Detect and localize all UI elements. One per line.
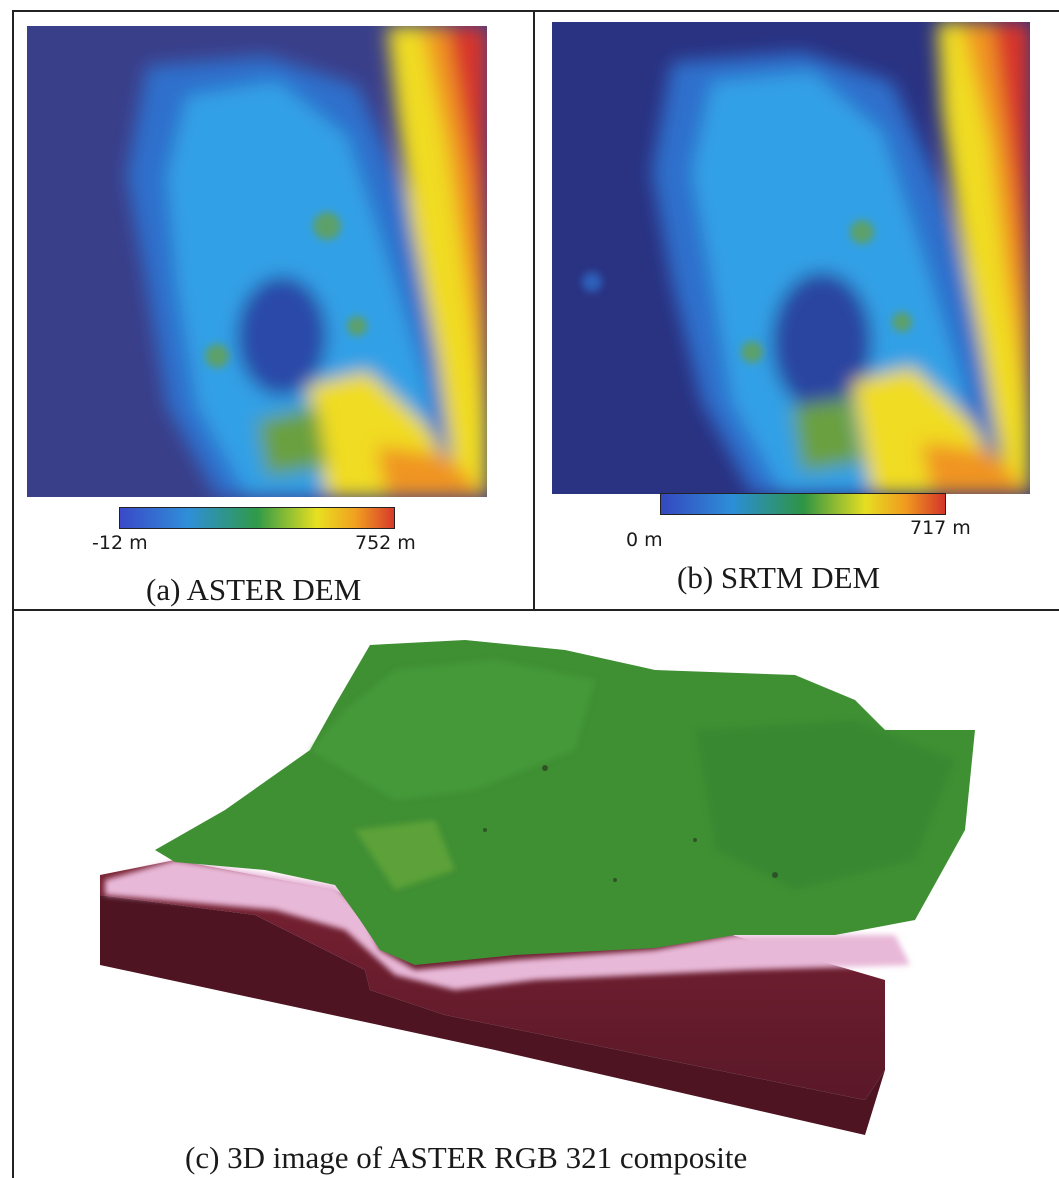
aster-colorbar [119,507,395,529]
srtm-dem-image [552,22,1030,494]
frame-left-border [12,10,14,1178]
frame-horizontal-divider [12,609,1059,611]
aster-3d-caption: (c) 3D image of ASTER RGB 321 composite [185,1140,748,1175]
frame-top-border [12,10,1059,12]
srtm-colorbar-min-label: 0 m [626,529,663,551]
aster-dem-caption: (a) ASTER DEM [146,572,362,607]
srtm-dem-caption: (b) SRTM DEM [677,560,881,595]
aster-3d-composite-image [95,630,985,1140]
srtm-colorbar [660,493,946,515]
aster-colorbar-max-label: 752 m [355,532,416,554]
frame-middle-divider [533,10,535,610]
aster-colorbar-min-label: -12 m [92,532,148,554]
aster-dem-image [27,26,487,497]
srtm-colorbar-max-label: 717 m [910,517,971,539]
